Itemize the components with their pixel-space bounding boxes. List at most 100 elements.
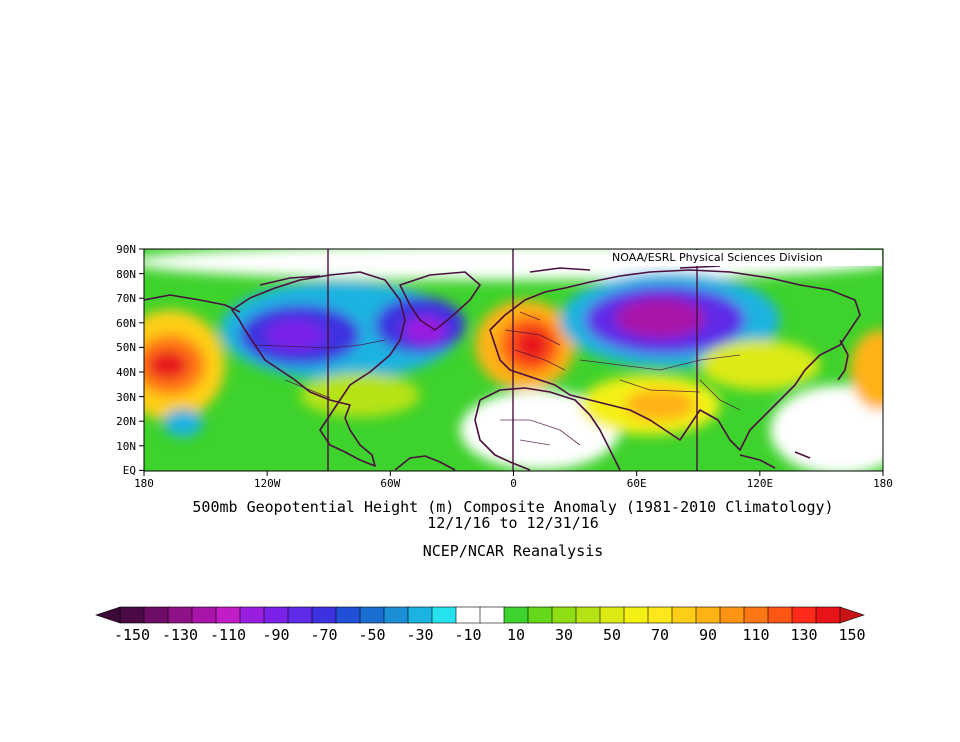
colorbar-label: 150 <box>838 626 866 644</box>
colorbar-swatch <box>767 606 793 624</box>
colorbar-swatch <box>479 606 505 624</box>
anomaly-neutral-pacific <box>770 385 883 471</box>
colorbar-swatch <box>167 606 193 624</box>
colorbar-swatch <box>287 606 313 624</box>
anomaly-east-asia-ridge <box>700 340 820 390</box>
colorbar-label: 130 <box>790 626 818 644</box>
colorbar-arrow-low <box>95 606 121 624</box>
colorbar-swatch <box>383 606 409 624</box>
colorbar-label: 50 <box>602 626 622 644</box>
colorbar-label: -150 <box>113 626 151 644</box>
borders-europe <box>504 311 566 371</box>
colorbar-label: -110 <box>209 626 247 644</box>
colorbar-swatch <box>143 606 169 624</box>
colorbar-swatch <box>311 606 337 624</box>
colorbar-swatch <box>743 606 769 624</box>
coastline-south-america <box>394 455 456 471</box>
anomaly-asia-ridge-core <box>625 389 695 421</box>
coastline-alaska-siberia <box>144 294 241 313</box>
borders <box>254 311 741 446</box>
coastline-arctic-islands <box>259 265 721 286</box>
credit-label: NOAA/ESRL Physical Sciences Division <box>612 251 823 264</box>
colorbar-label: -130 <box>161 626 199 644</box>
colorbar-swatch <box>791 606 817 624</box>
y-tick-label: 80N <box>116 267 136 281</box>
colorbar-swatch <box>215 606 241 624</box>
y-tick-label: 20N <box>116 415 136 429</box>
y-ticks <box>139 248 144 471</box>
y-tick-label: EQ <box>122 464 136 478</box>
coastline-greenland <box>399 271 481 331</box>
caption-source: NCEP/NCAR Reanalysis <box>422 542 604 560</box>
coastlines <box>144 265 861 471</box>
x-tick-label: 180 <box>134 477 154 490</box>
anomaly-greenland-core <box>403 316 447 344</box>
y-tick-label: 40N <box>116 366 136 379</box>
colorbar-swatch <box>407 606 433 624</box>
colorbar-label: 90 <box>698 626 718 644</box>
colorbar-swatch <box>551 606 577 624</box>
anomaly-field <box>144 249 883 471</box>
colorbar-swatch <box>335 606 361 624</box>
colorbar-swatch <box>695 606 721 624</box>
anomaly-pacific-ridge-core <box>148 351 188 379</box>
y-tick-label: 90N <box>116 243 136 256</box>
colorbar <box>95 606 865 624</box>
colorbar-swatch <box>623 606 649 624</box>
colorbar-swatch <box>455 606 481 624</box>
caption-dates: 12/1/16 to 12/31/16 <box>427 514 599 532</box>
colorbar-swatch <box>527 606 553 624</box>
colorbar-swatch <box>815 606 841 624</box>
anomaly-na-trough-core <box>265 319 325 351</box>
colorbar-swatch <box>671 606 697 624</box>
colorbar-swatch <box>719 606 745 624</box>
x-tick-label: 120W <box>253 477 281 490</box>
colorbar-label: 70 <box>650 626 670 644</box>
y-tick-label: 70N <box>116 292 136 306</box>
anomaly-dateline-east-ridge <box>850 330 883 410</box>
x-tick-label: 120E <box>746 477 774 490</box>
y-tick-label: 50N <box>116 341 136 355</box>
x-ticks <box>143 471 884 476</box>
colorbar-swatch <box>119 606 145 624</box>
meridians <box>327 249 698 471</box>
colorbar-swatch <box>263 606 289 624</box>
x-tick-label: 60E <box>626 477 647 490</box>
colorbar-label: -50 <box>358 626 386 644</box>
x-tick-label: 0 <box>510 477 517 490</box>
colorbar-label: 10 <box>506 626 526 644</box>
colorbar-swatch <box>503 606 529 624</box>
border-us-mexico <box>284 379 331 399</box>
caption-title: 500mb Geopotential Height (m) Composite … <box>192 498 834 516</box>
colorbar-label: -30 <box>406 626 434 644</box>
colorbar-swatch <box>239 606 265 624</box>
colorbar-label: 30 <box>554 626 574 644</box>
colorbar-swatch <box>359 606 385 624</box>
x-tick-label: 180 <box>873 477 893 490</box>
colorbar-arrow-high <box>839 606 865 624</box>
colorbar-label: -70 <box>310 626 338 644</box>
anomaly-subtropical-low <box>163 409 203 437</box>
borders-asia <box>579 354 741 411</box>
credit-box <box>610 250 882 266</box>
colorbar-label: -10 <box>454 626 482 644</box>
y-tick-label: 30N <box>116 390 136 404</box>
colorbar-swatch <box>575 606 601 624</box>
anomaly-siberia-trough-core <box>615 298 705 338</box>
colorbar-label: 110 <box>742 626 770 644</box>
coastline-north-america <box>231 271 406 467</box>
coastline-eurasia <box>489 269 861 451</box>
coastline-japan <box>837 339 849 381</box>
anomaly-neutral-atlantic <box>460 390 620 470</box>
y-tick-label: 10N <box>116 439 136 453</box>
colorbar-swatch <box>191 606 217 624</box>
colorbar-swatch <box>647 606 673 624</box>
colorbar-swatch <box>431 606 457 624</box>
y-tick-label: 60N <box>116 316 136 330</box>
coastline-indonesia <box>739 451 811 469</box>
colorbar-swatch <box>599 606 625 624</box>
borders-africa <box>500 419 581 446</box>
colorbar-label: -90 <box>262 626 290 644</box>
